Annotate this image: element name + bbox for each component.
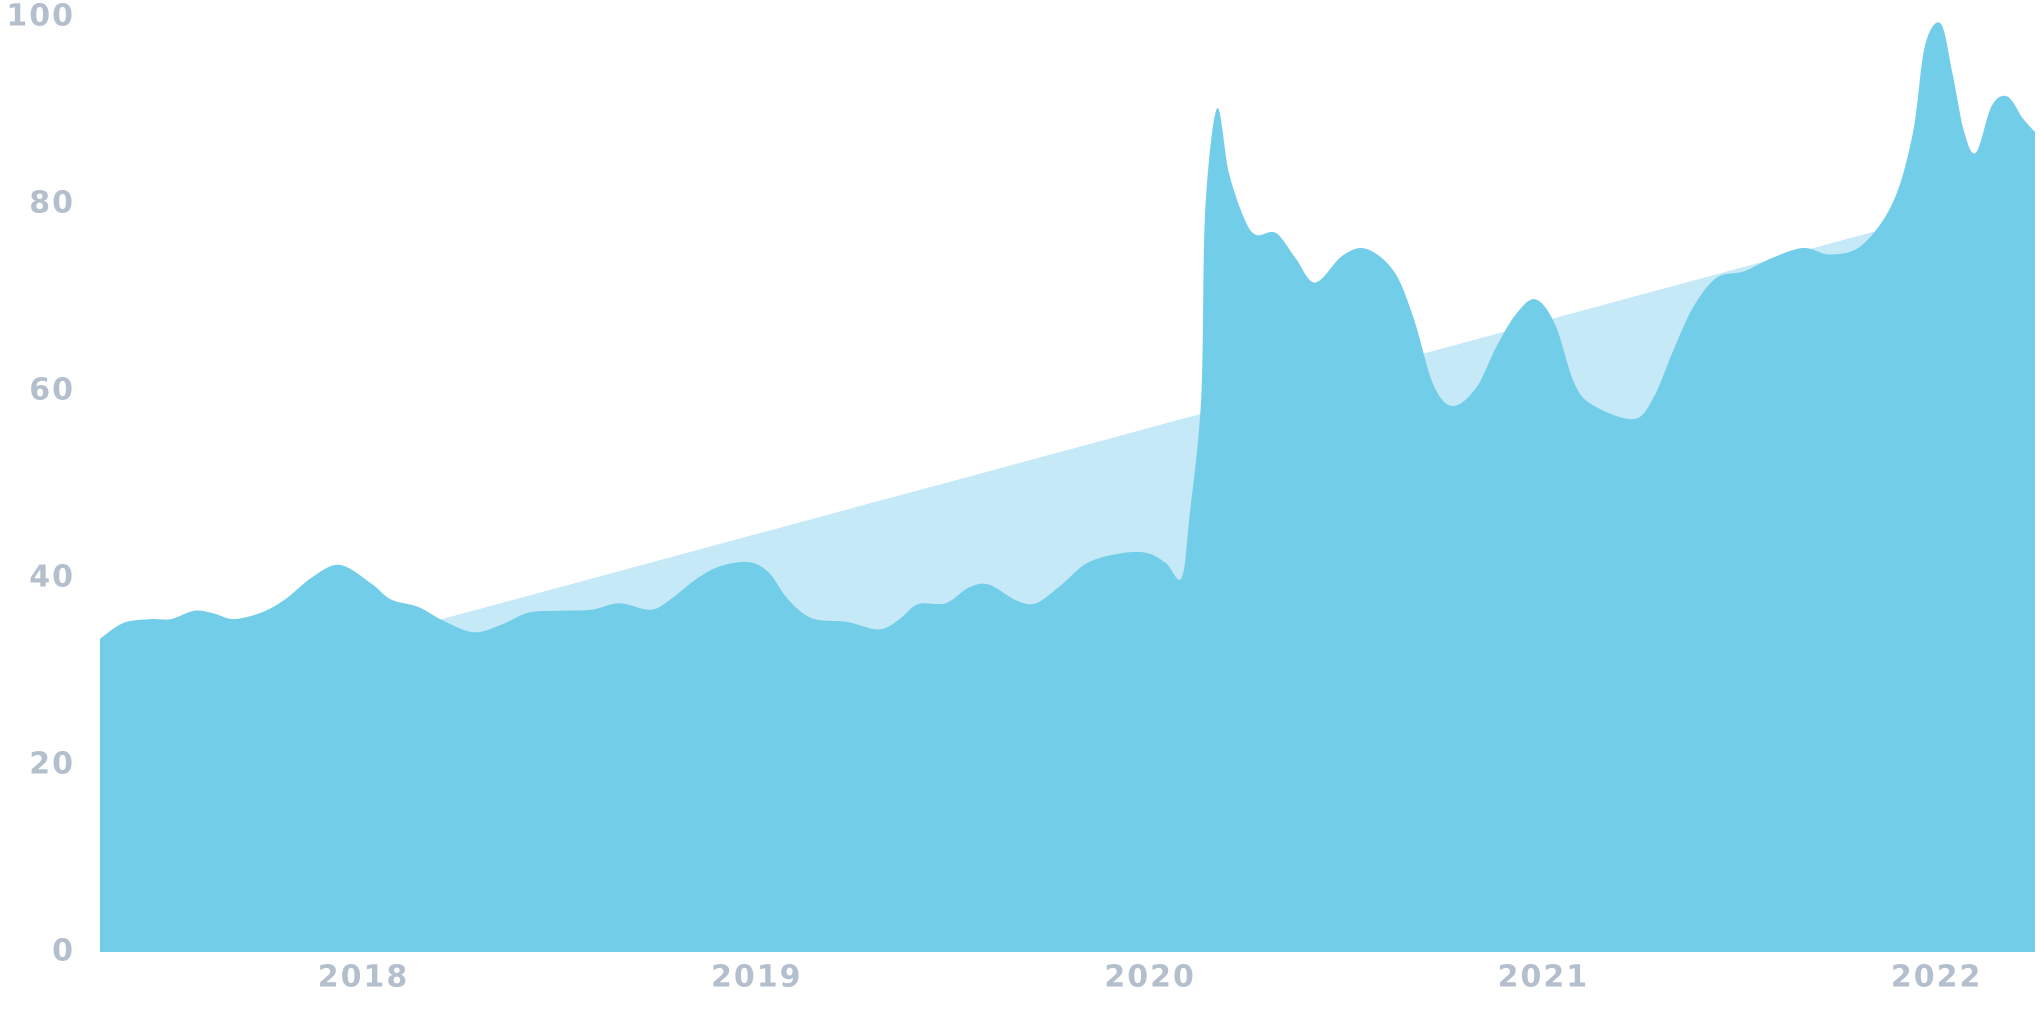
- x-tick-label: 2021: [1498, 960, 1590, 995]
- y-tick-label: 20: [29, 747, 75, 782]
- x-tick-label: 2019: [711, 960, 803, 995]
- y-tick-label: 40: [29, 560, 75, 595]
- y-tick-label: 100: [6, 0, 75, 34]
- y-tick-label: 0: [52, 934, 75, 969]
- x-tick-label: 2020: [1104, 960, 1196, 995]
- y-tick-label: 60: [29, 373, 75, 408]
- area: [100, 22, 2035, 953]
- x-tick-label: 2022: [1891, 960, 1983, 995]
- x-tick-label: 2018: [318, 960, 410, 995]
- y-tick-label: 80: [29, 186, 75, 221]
